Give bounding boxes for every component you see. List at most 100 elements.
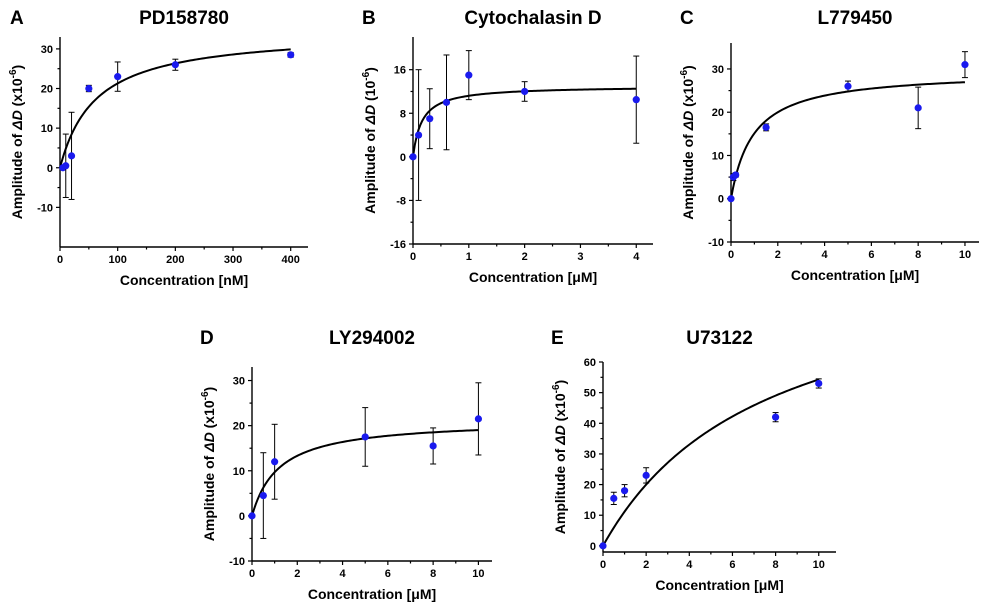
y-tick-label: 40 <box>584 418 596 430</box>
chart-title: PD158780 <box>139 8 229 29</box>
x-tick-label: 1 <box>466 251 472 263</box>
x-tick-label: 6 <box>729 559 735 571</box>
x-tick-label: 100 <box>108 254 126 266</box>
y-label-prefix: Amplitude of <box>201 452 217 541</box>
x-tick-label: 0 <box>410 251 416 263</box>
x-tick-label: 4 <box>340 568 347 580</box>
chart-title: LY294002 <box>329 328 415 349</box>
x-tick-label: 200 <box>166 254 184 266</box>
y-label-exponent: -6 <box>8 69 19 78</box>
x-tick-label: 10 <box>813 559 825 571</box>
data-point <box>442 98 451 106</box>
y-tick-label: 10 <box>233 466 245 478</box>
y-label-symbol: ΔD <box>201 432 217 453</box>
data-point <box>171 61 179 69</box>
y-label-unit: (10 <box>362 81 378 105</box>
y-tick-label: 20 <box>712 107 724 119</box>
data-point <box>414 131 423 139</box>
data-point <box>85 84 93 93</box>
x-tick-label: 8 <box>430 568 436 580</box>
chart-panel-C: C L779450 0 2 4 6 8 10 -10 0 10 20 30 Concentration [… <box>679 8 979 283</box>
y-tick-label: 0 <box>47 163 53 175</box>
x-tick-label: 0 <box>728 249 734 261</box>
data-point <box>642 471 650 479</box>
x-axis-label: Concentration [μM] <box>469 269 597 285</box>
y-tick-label: 50 <box>584 388 596 400</box>
x-tick-label: 400 <box>282 254 300 266</box>
x-tick-label: 4 <box>633 251 640 263</box>
data-point <box>426 115 434 123</box>
y-tick-label: 0 <box>400 152 406 164</box>
y-tick-label: -16 <box>390 239 406 251</box>
x-tick-label: 0 <box>600 559 606 571</box>
data-point <box>114 73 122 81</box>
x-tick-label: 8 <box>915 249 921 261</box>
y-label-prefix: Amplitude of <box>552 445 568 534</box>
y-label-unit: (x10 <box>552 393 568 425</box>
y-tick-label: 30 <box>41 44 53 56</box>
y-label-symbol: ΔD <box>680 111 696 132</box>
x-axis-label: Concentration [μM] <box>308 586 436 602</box>
panel-letter: B <box>362 8 376 29</box>
y-tick-label: 10 <box>584 510 596 522</box>
data-point <box>521 87 529 96</box>
x-tick-label: 6 <box>385 568 391 580</box>
y-tick-label: 16 <box>394 65 406 77</box>
y-axis-label: Amplitude of ΔD (10-6) <box>361 67 378 214</box>
data-point <box>409 153 417 161</box>
y-tick-label: 0 <box>239 511 245 523</box>
x-tick-label: 10 <box>959 249 971 261</box>
data-point <box>62 162 70 170</box>
chart-panel-A: A PD158780 0 100 200 300 400 -10 0 10 20 30 Concentr… <box>8 8 308 288</box>
data-point <box>844 82 852 90</box>
x-axis-label: Concentration [μM] <box>655 577 783 593</box>
x-tick-label: 6 <box>868 249 874 261</box>
chart-title: L779450 <box>817 8 892 29</box>
data-point <box>474 415 483 423</box>
chart-title: U73122 <box>686 328 753 349</box>
y-tick-label: 30 <box>712 64 724 76</box>
data-point <box>465 71 473 79</box>
x-tick-label: 3 <box>577 251 583 263</box>
y-label-unit: (x10 <box>9 78 25 110</box>
data-point <box>610 494 618 502</box>
x-tick-label: 8 <box>773 559 779 571</box>
chart-panel-D: D LY294002 0 2 4 6 8 10 -10 0 10 20 30 Concentration … <box>200 328 492 602</box>
data-point <box>429 442 437 450</box>
y-axis-label: Amplitude of ΔD (x10-6) <box>551 380 568 534</box>
y-label-prefix: Amplitude of <box>9 130 25 219</box>
data-point <box>599 542 607 550</box>
y-label-symbol: ΔD <box>362 105 378 126</box>
data-point <box>732 171 740 179</box>
y-tick-label: 10 <box>712 150 724 162</box>
chart-title: Cytochalasin D <box>464 8 601 29</box>
x-tick-label: 0 <box>57 254 63 266</box>
y-tick-label: -10 <box>229 556 245 568</box>
x-axis-label: Concentration [nM] <box>120 272 248 288</box>
x-tick-label: 2 <box>294 568 300 580</box>
fit-curve <box>730 81 966 199</box>
chart-panel-B: B Cytochalasin D 0 1 2 3 4 -16 -8 0 8 16 Concentrati… <box>361 8 653 285</box>
x-tick-label: 0 <box>249 568 255 580</box>
data-point <box>67 152 76 160</box>
y-tick-label: 20 <box>233 421 245 433</box>
data-point <box>248 512 256 520</box>
y-label-unit: (x10 <box>201 400 217 432</box>
y-label-prefix: Amplitude of <box>362 124 378 213</box>
y-tick-label: -10 <box>708 237 724 249</box>
panel-letter: D <box>200 328 214 349</box>
data-point <box>287 51 295 59</box>
y-tick-label: -10 <box>37 202 53 214</box>
data-point <box>727 195 735 203</box>
data-point <box>361 433 369 441</box>
y-tick-label: 0 <box>590 541 596 553</box>
panel-letter: E <box>551 328 564 349</box>
y-tick-label: 8 <box>400 108 406 120</box>
y-label-close: ) <box>362 67 378 72</box>
y-label-prefix: Amplitude of <box>680 130 696 219</box>
y-label-close: ) <box>680 65 696 70</box>
panel-letter: A <box>10 8 24 29</box>
y-axis-label: Amplitude of ΔD (x10-6) <box>8 65 25 219</box>
y-tick-label: 20 <box>584 480 596 492</box>
